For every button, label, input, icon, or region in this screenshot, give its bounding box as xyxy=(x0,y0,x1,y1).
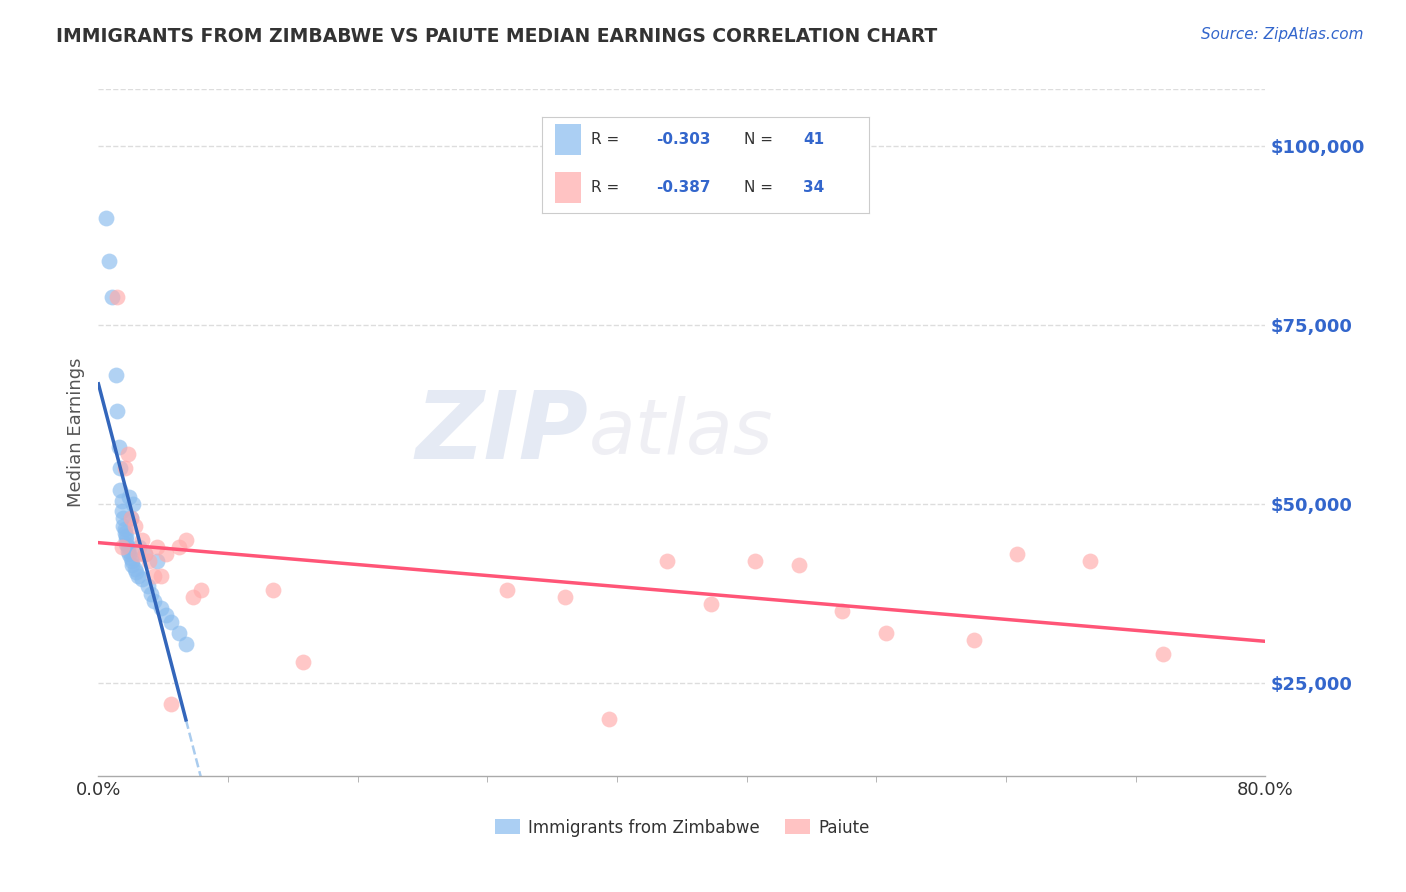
Point xyxy=(115,533,138,547)
Point xyxy=(787,558,810,572)
Point xyxy=(1007,547,1029,561)
Point xyxy=(142,593,165,607)
Point xyxy=(146,540,169,554)
Point xyxy=(115,529,138,543)
Point xyxy=(124,561,146,575)
Point xyxy=(117,540,139,554)
Text: ZIP: ZIP xyxy=(416,386,589,479)
Point xyxy=(127,568,149,582)
Point xyxy=(120,511,142,525)
Point xyxy=(134,547,156,561)
Point xyxy=(108,440,131,454)
Point xyxy=(138,554,160,568)
Point xyxy=(124,518,146,533)
Point xyxy=(100,290,122,304)
Point xyxy=(117,543,139,558)
Point xyxy=(112,511,135,525)
Point xyxy=(112,518,135,533)
Point xyxy=(831,605,853,619)
Y-axis label: Median Earnings: Median Earnings xyxy=(66,358,84,508)
Point xyxy=(94,211,117,225)
Point xyxy=(598,712,620,726)
Text: IMMIGRANTS FROM ZIMBABWE VS PAIUTE MEDIAN EARNINGS CORRELATION CHART: IMMIGRANTS FROM ZIMBABWE VS PAIUTE MEDIA… xyxy=(56,27,938,45)
Point xyxy=(110,483,132,497)
Point xyxy=(120,511,142,525)
Point xyxy=(496,582,519,597)
Point xyxy=(657,554,679,568)
Point xyxy=(118,547,141,561)
Point xyxy=(136,579,159,593)
Point xyxy=(554,590,576,604)
Point xyxy=(190,582,212,597)
Point xyxy=(120,550,142,565)
Point xyxy=(111,493,134,508)
Point xyxy=(97,253,120,268)
Point xyxy=(131,533,153,547)
Point xyxy=(114,525,136,540)
Point xyxy=(139,586,162,600)
Point xyxy=(134,547,156,561)
Point xyxy=(167,626,190,640)
Point xyxy=(160,698,183,712)
Point xyxy=(114,461,136,475)
Point xyxy=(744,554,766,568)
Point xyxy=(262,582,284,597)
Point xyxy=(700,598,723,612)
Point xyxy=(117,447,139,461)
Point xyxy=(105,404,128,418)
Point xyxy=(121,554,143,568)
Point xyxy=(155,608,177,623)
Point xyxy=(160,615,183,630)
Point xyxy=(125,565,148,579)
Point xyxy=(111,540,134,554)
Point xyxy=(146,554,169,568)
Point xyxy=(110,461,132,475)
Point xyxy=(181,590,204,604)
Point xyxy=(111,504,134,518)
Legend: Immigrants from Zimbabwe, Paiute: Immigrants from Zimbabwe, Paiute xyxy=(488,812,876,843)
Point xyxy=(118,490,141,504)
Point xyxy=(114,522,136,536)
Point xyxy=(127,547,149,561)
Point xyxy=(174,637,197,651)
Point xyxy=(150,601,173,615)
Point xyxy=(128,540,150,554)
Point xyxy=(291,655,314,669)
Point xyxy=(122,497,145,511)
Point xyxy=(155,547,177,561)
Point xyxy=(167,540,190,554)
Point xyxy=(150,568,173,582)
Point xyxy=(174,533,197,547)
Point xyxy=(875,626,897,640)
Text: atlas: atlas xyxy=(589,396,773,469)
Point xyxy=(131,572,153,586)
Point xyxy=(962,633,984,648)
Point xyxy=(142,568,165,582)
Point xyxy=(115,536,138,550)
Point xyxy=(121,558,143,572)
Point xyxy=(104,368,127,383)
Text: Source: ZipAtlas.com: Source: ZipAtlas.com xyxy=(1201,27,1364,42)
Point xyxy=(1080,554,1102,568)
Point xyxy=(1152,648,1174,662)
Point xyxy=(105,290,128,304)
